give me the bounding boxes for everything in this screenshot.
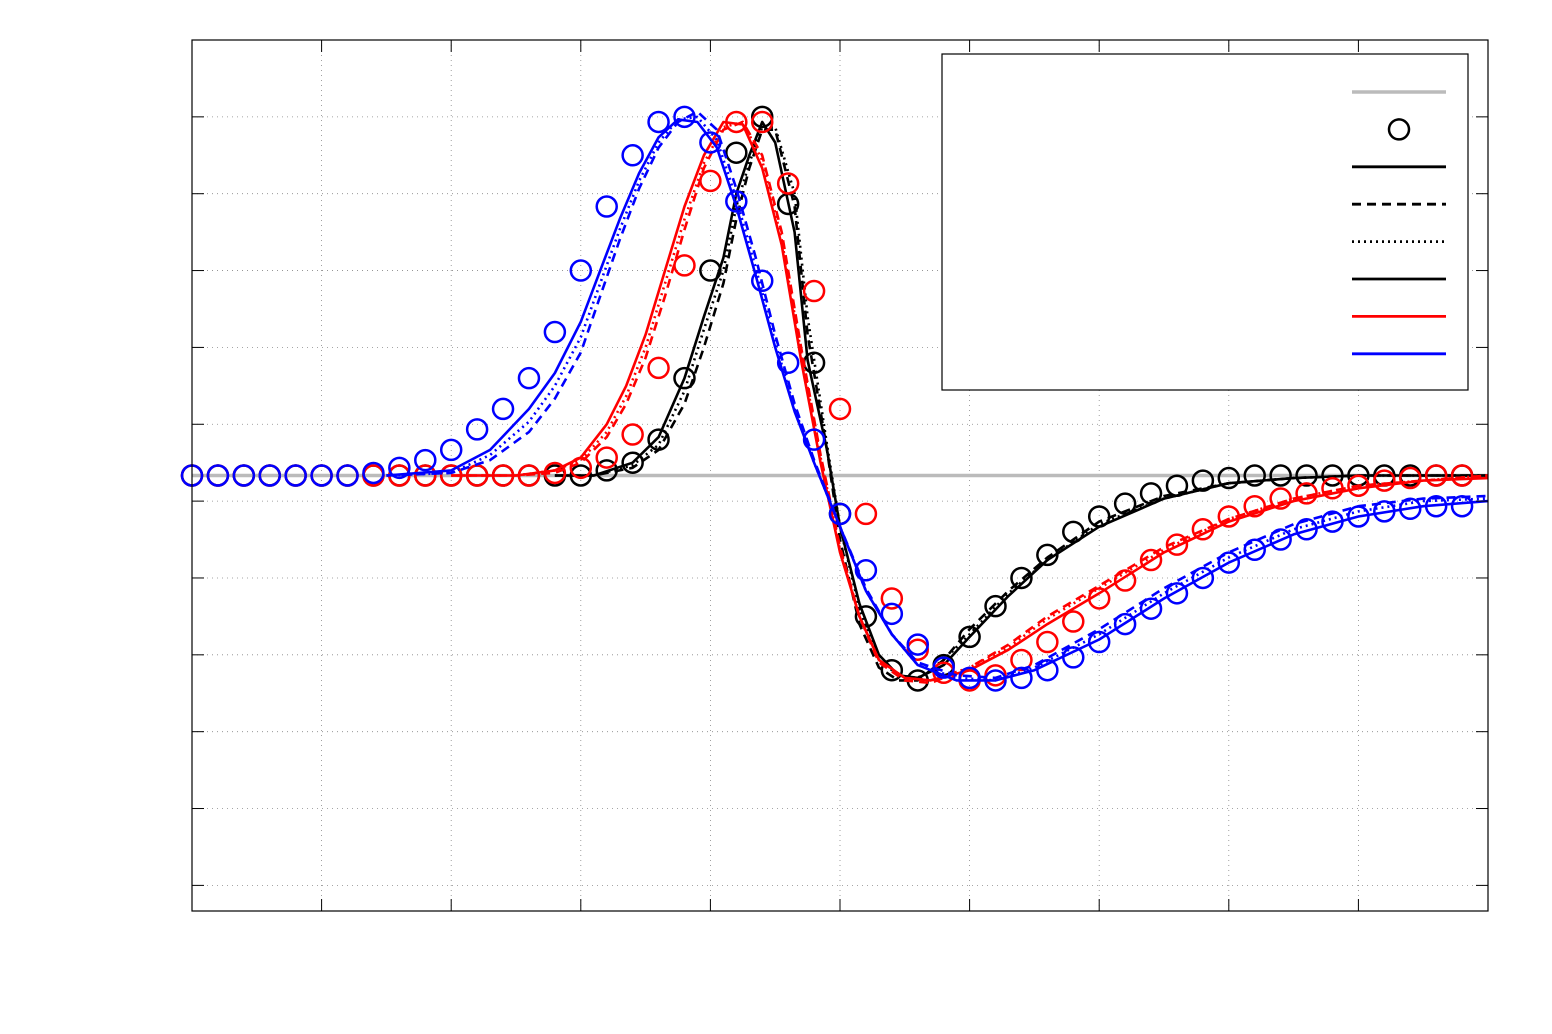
series-4-point-25: [828, 397, 852, 421]
series-0-point-31: [984, 594, 1007, 618]
series-4-point-34: [1062, 610, 1085, 633]
series-4-point-19: [673, 254, 696, 277]
series-8-point-32: [1010, 666, 1033, 690]
series-2: [554, 128, 1488, 682]
series-0-point-41: [1243, 464, 1266, 487]
series-7: [451, 120, 1489, 682]
series-4-point-16: [595, 446, 618, 469]
series-8-point-38: [1165, 582, 1189, 605]
series-4-point-18: [647, 356, 670, 380]
series-4-point-47: [1398, 466, 1422, 490]
series-8-point-12: [491, 397, 515, 421]
series-10: [386, 110, 1489, 680]
series-8-point-26: [854, 559, 878, 582]
series-8-point-6: [336, 464, 359, 487]
series-8-point-4: [284, 464, 307, 487]
series-4-point-31: [984, 664, 1007, 687]
series-8-point-8: [388, 456, 411, 480]
series-8-point-21: [725, 190, 748, 213]
series-8-point-49: [1450, 494, 1474, 518]
series-4-point-48: [1424, 464, 1448, 487]
series-4-point-36: [1113, 569, 1137, 592]
series-0-point-21: [725, 141, 748, 164]
series-8-point-27: [880, 602, 904, 626]
series-0-point-27: [880, 658, 904, 682]
series-0-point-26: [854, 605, 878, 628]
series-10-line: [386, 110, 1489, 680]
series-8-point-5: [310, 464, 333, 487]
series-8-point-13: [517, 366, 541, 390]
series-8-point-10: [439, 438, 463, 462]
series-8-point-7: [362, 461, 385, 485]
series-8-point-17: [621, 144, 644, 167]
legend: [941, 53, 1469, 391]
series-4-point-32: [1010, 648, 1033, 672]
series-8-point-19: [673, 105, 696, 129]
series-8-point-16: [595, 195, 618, 218]
series-4-point-41: [1243, 494, 1266, 518]
legend-box: [941, 53, 1469, 391]
series-8-point-3: [258, 464, 282, 487]
series-0-point-42: [1269, 464, 1292, 487]
series-4-point-33: [1036, 630, 1059, 654]
legend-entry-1-marker: [1387, 118, 1411, 141]
series-8-point-1: [206, 464, 230, 487]
plot-frame: [191, 39, 1489, 912]
series-8-point-22: [750, 269, 774, 293]
series-8-point-15: [569, 259, 593, 282]
series-8-point-28: [906, 633, 930, 656]
series-4-point-27: [880, 587, 904, 610]
series-8-point-9: [414, 448, 437, 472]
series-4-point-43: [1295, 482, 1318, 505]
series-8-point-18: [647, 110, 670, 134]
series-11-line: [386, 115, 1489, 682]
series-4-point-26: [854, 502, 878, 526]
series-8-point-42: [1269, 528, 1292, 551]
series-8-point-29: [932, 656, 955, 679]
series-4-point-46: [1373, 469, 1396, 492]
series-8-point-11: [465, 418, 489, 441]
series-0-point-30: [958, 625, 981, 649]
series-8-point-14: [543, 320, 567, 344]
series-0-point-40: [1217, 466, 1241, 490]
series-5-line: [451, 120, 1489, 682]
series-9: [386, 118, 1489, 682]
series-5: [451, 120, 1489, 682]
series-7-line: [451, 120, 1489, 682]
series-4-point-24: [802, 279, 826, 303]
series-0-point-43: [1295, 464, 1318, 487]
series-8-point-35: [1087, 630, 1111, 654]
series-group: [180, 105, 1489, 692]
series-4-point-23: [776, 172, 800, 195]
series-11: [386, 115, 1489, 682]
series-0-point-32: [1010, 566, 1033, 590]
series-4-point-9: [414, 464, 437, 487]
series-2-line: [554, 128, 1488, 682]
series-4-point-17: [621, 423, 644, 446]
series-8-point-2: [232, 464, 256, 487]
series-0-point-17: [621, 451, 644, 474]
series-8-point-23: [776, 351, 800, 375]
series-6: [451, 120, 1489, 685]
series-4-point-22: [750, 110, 774, 134]
series-9-line: [386, 118, 1489, 682]
series-6-line: [451, 120, 1489, 685]
